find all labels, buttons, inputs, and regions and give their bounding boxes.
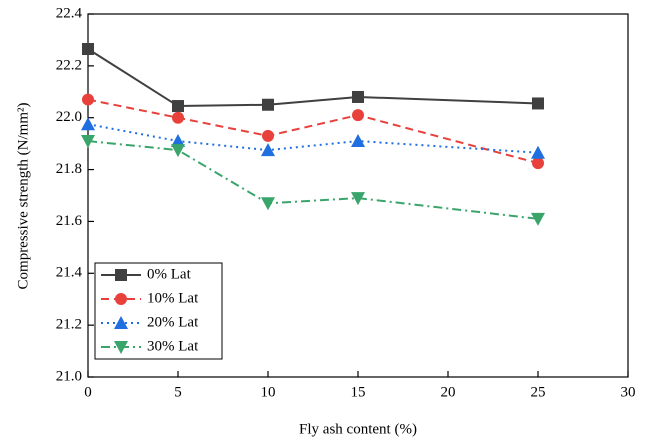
marker	[171, 144, 185, 158]
x-tick-label: 25	[531, 384, 546, 400]
marker	[82, 93, 94, 106]
marker	[172, 111, 184, 124]
marker	[352, 90, 364, 103]
x-tick-label: 30	[621, 384, 636, 400]
series-line	[87, 123, 539, 154]
y-tick-label: 22.4	[56, 5, 83, 21]
x-tick-label: 0	[84, 384, 92, 400]
marker	[261, 143, 275, 157]
legend-marker	[115, 269, 127, 281]
legend-label: 30% Lat	[147, 338, 199, 354]
marker	[532, 157, 544, 170]
y-axis-label: Compressive strength (N/mm²)	[15, 103, 31, 290]
marker	[82, 43, 94, 56]
marker	[172, 100, 184, 113]
y-tick-label: 22.0	[56, 109, 82, 125]
marker	[81, 117, 95, 131]
legend-marker	[114, 341, 128, 354]
x-axis-label: Fly ash content (%)	[299, 421, 417, 437]
series-line	[87, 98, 539, 165]
legend-marker	[115, 293, 127, 305]
marker	[261, 197, 275, 211]
marker	[352, 109, 364, 122]
marker	[351, 192, 365, 206]
legend-label: 0% Lat	[147, 266, 192, 282]
series-line	[87, 48, 539, 108]
marker	[262, 129, 274, 142]
y-tick-label: 22.2	[56, 57, 82, 73]
legend-label: 20% Lat	[147, 314, 199, 330]
legend-marker	[114, 316, 128, 329]
marker	[531, 145, 545, 159]
y-tick-label: 21.0	[56, 368, 82, 384]
series-line	[87, 140, 539, 220]
y-tick-label: 21.4	[56, 265, 83, 281]
marker	[81, 135, 95, 149]
x-tick-label: 10	[261, 384, 276, 400]
marker	[532, 97, 544, 110]
x-tick-label: 5	[174, 384, 182, 400]
y-tick-label: 21.2	[56, 317, 82, 333]
y-tick-label: 21.8	[56, 161, 82, 177]
x-tick-label: 20	[441, 384, 456, 400]
marker	[262, 98, 274, 111]
x-tick-label: 15	[351, 384, 366, 400]
marker	[531, 212, 545, 226]
marker	[171, 134, 185, 148]
legend-label: 10% Lat	[147, 290, 199, 306]
marker	[351, 134, 365, 148]
y-tick-label: 21.6	[56, 213, 83, 229]
